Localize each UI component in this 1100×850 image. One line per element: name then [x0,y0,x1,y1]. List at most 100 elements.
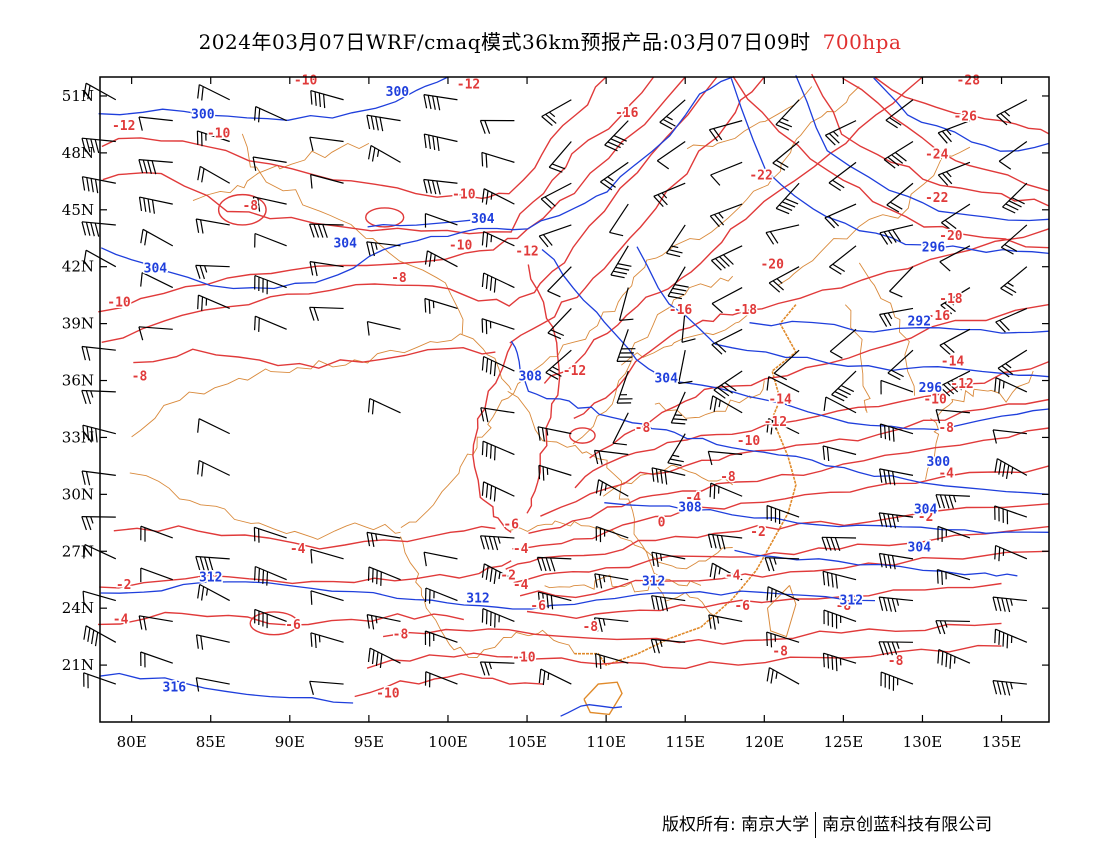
height-contour [541,248,1050,431]
temperature-label: -4 [938,466,954,481]
temperature-label: -6 [285,618,301,633]
wind-barb [878,512,914,529]
border-line [844,304,871,413]
china-coastline [574,304,797,667]
temperature-label: -16 [927,309,951,324]
wind-barb [197,294,230,311]
wind-barb [83,82,117,101]
lat-tick-label: 36N [62,372,94,390]
wind-barb [196,130,230,147]
lat-tick-label: 30N [62,485,94,503]
temperature-label: -24 [925,148,949,163]
temperature-label: -10 [923,392,947,407]
temperature-label: -16 [615,106,639,121]
wind-barb [831,370,857,402]
wind-barb [678,350,693,385]
wind-barb [1000,224,1028,255]
wind-barb [994,544,1028,562]
temperature-label: -10 [512,650,536,665]
wind-barb [994,628,1028,649]
wind-barb [992,429,1027,444]
height-label: 304 [471,212,495,227]
lon-tick-label: 110E [586,733,626,751]
wind-barb [423,133,458,151]
wind-barb [937,161,971,186]
isotherm-line [540,398,1050,517]
wind-barb [547,266,572,298]
isotherm-line [97,611,464,626]
temperature-label: -28 [957,74,981,89]
border-line [654,380,765,419]
wind-barb [81,470,116,486]
wind-barb [766,586,800,603]
wind-barb [773,349,800,381]
wind-barb [595,526,629,543]
wind-barb [548,141,572,173]
wind-barb [140,525,173,542]
isotherm-line [505,503,1050,570]
wind-barb [424,630,458,647]
wind-barb [772,141,800,171]
wind-barb [995,307,1028,333]
temperature-label: -6 [734,599,750,614]
temperature-label: -10 [107,296,131,311]
height-contour [367,218,480,228]
wind-barb [940,287,971,315]
border-line [192,142,370,202]
wind-barb [766,667,800,685]
border-line [241,133,464,335]
wind-barb [81,345,116,361]
temperature-label: -8 [393,628,409,643]
lat-tick-label: 27N [62,542,94,560]
height-label: 304 [144,261,168,276]
lon-tick-label: 125E [824,733,864,751]
border-line [129,472,401,540]
wind-barb [252,156,287,171]
height-contour [510,340,1050,496]
border-line [544,574,702,593]
height-contour [730,78,1050,255]
wind-barb [254,232,287,248]
wind-barb [710,161,743,186]
wind-barb [659,99,686,130]
border-line [603,465,733,497]
wind-barb [309,223,344,238]
wind-barb [481,318,515,335]
wind-barb [538,668,572,686]
wind-barb [994,505,1028,525]
wind-barb [878,596,914,613]
wind-barb [309,306,344,321]
height-contour [99,672,354,704]
wind-barb [138,159,173,175]
isotherm-line [101,76,607,200]
wind-barb [138,326,173,341]
wind-barb [822,652,857,672]
wind-barb [310,590,344,605]
height-label: 316 [163,681,187,696]
temperature-label: -4 [290,542,306,557]
wind-barb [709,203,743,228]
height-contour [604,502,1050,534]
wind-barb [594,573,629,589]
isotherm-line [811,73,1050,207]
height-contour [636,246,1050,378]
wind-barb [824,203,857,229]
wind-barb [254,106,287,123]
wind-barb [479,535,515,551]
height-label: 308 [518,370,542,385]
wind-barb [480,407,515,423]
height-label: 300 [927,455,951,470]
isotherm-line [102,76,655,235]
border-line [858,262,916,396]
wind-barb [366,321,401,336]
wind-barb [424,587,458,604]
wind-barb [879,423,914,442]
wind-barb [651,595,686,612]
wind-barb [541,99,572,127]
wind-barb [254,565,287,586]
height-label: 312 [642,574,665,589]
isotherm-line [101,76,718,343]
wind-barb [937,525,971,542]
wind-barb [828,161,857,192]
wind-barb [83,249,117,268]
